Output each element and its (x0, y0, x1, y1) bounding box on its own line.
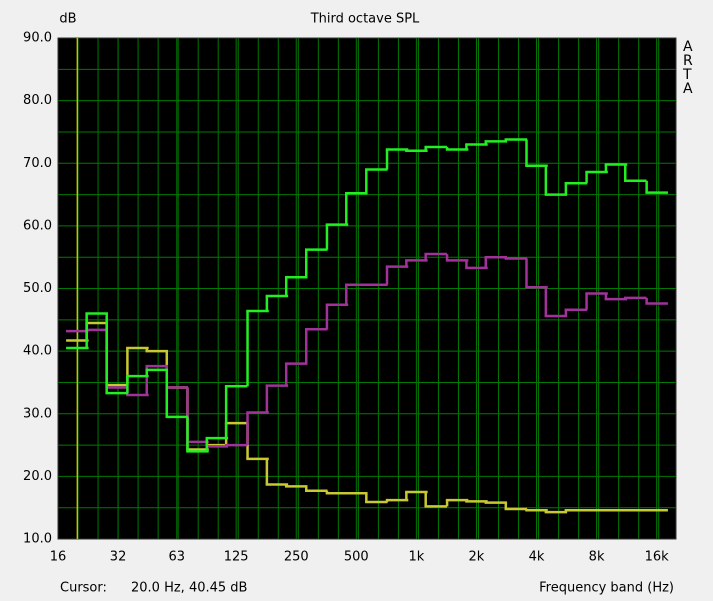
y-axis-label: dB (59, 12, 76, 27)
cursor-prefix: Cursor: (60, 581, 107, 596)
y-tick-label: 60.0 (23, 218, 52, 233)
x-tick-label: 8k (589, 550, 605, 565)
y-tick-label: 30.0 (23, 406, 52, 421)
x-tick-label: 63 (169, 550, 186, 565)
x-tick-label: 125 (224, 550, 249, 565)
x-tick-label: 16 (50, 550, 67, 565)
x-tick-label: 32 (110, 550, 127, 565)
x-tick-label: 4k (529, 550, 545, 565)
x-tick-label: 2k (469, 550, 485, 565)
brand: ARTA (683, 39, 693, 97)
plot-frame (57, 37, 677, 540)
chart-title: Third octave SPL (310, 12, 420, 27)
y-tick-label: 40.0 (23, 344, 52, 359)
y-tick-label: 10.0 (23, 532, 52, 547)
y-tick-label: 20.0 (23, 469, 52, 484)
y-tick-label: 90.0 (23, 31, 52, 46)
y-tick-label: 70.0 (23, 156, 52, 171)
x-axis-label: Frequency band (Hz) (539, 581, 674, 596)
x-tick-label: 500 (344, 550, 369, 565)
y-tick-label: 80.0 (23, 93, 52, 108)
cursor-readout: 20.0 Hz, 40.45 dB (131, 581, 247, 596)
x-tick-label: 250 (284, 550, 309, 565)
x-tick-label: 16k (645, 550, 670, 565)
y-tick-label: 50.0 (23, 281, 52, 296)
x-tick-label: 1k (408, 550, 424, 565)
